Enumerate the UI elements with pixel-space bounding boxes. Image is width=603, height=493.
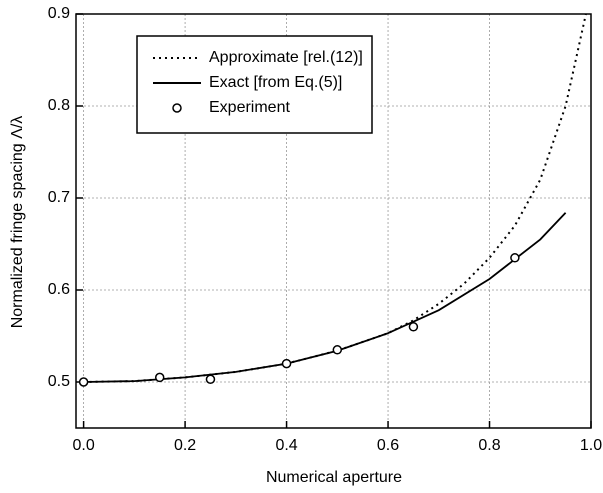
x-tick-label: 0.0 [72,437,94,454]
data-point [332,345,343,355]
x-tick-label: 1.0 [580,437,602,454]
x-tick-label: 0.2 [174,437,196,454]
y-tick-label: 0.9 [48,5,70,22]
x-tick-label: 0.8 [478,437,500,454]
legend-label: Exact [from Eq.(5)] [209,74,342,91]
y-tick-label: 0.7 [48,189,70,206]
data-point [408,322,419,332]
legend-box [136,35,373,134]
legend-label: Approximate [rel.(12)] [209,49,363,66]
series-line [83,212,567,383]
x-tick-label: 0.4 [275,437,297,454]
x-tick-label: 0.6 [377,437,399,454]
x-axis-label: Numerical aperture [266,469,402,486]
plot-frame [75,13,592,429]
data-point [205,374,216,384]
data-point [154,372,165,383]
legend-marker [172,103,182,113]
y-tick-label: 0.5 [48,373,70,390]
data-point [281,358,292,369]
data-point [78,377,89,387]
legend-label: Experiment [209,99,290,116]
data-point [510,253,520,263]
y-axis-label: Normalized fringe spacing Λ/λ [9,116,26,329]
y-tick-label: 0.6 [48,281,70,298]
y-tick-label: 0.8 [48,97,70,114]
